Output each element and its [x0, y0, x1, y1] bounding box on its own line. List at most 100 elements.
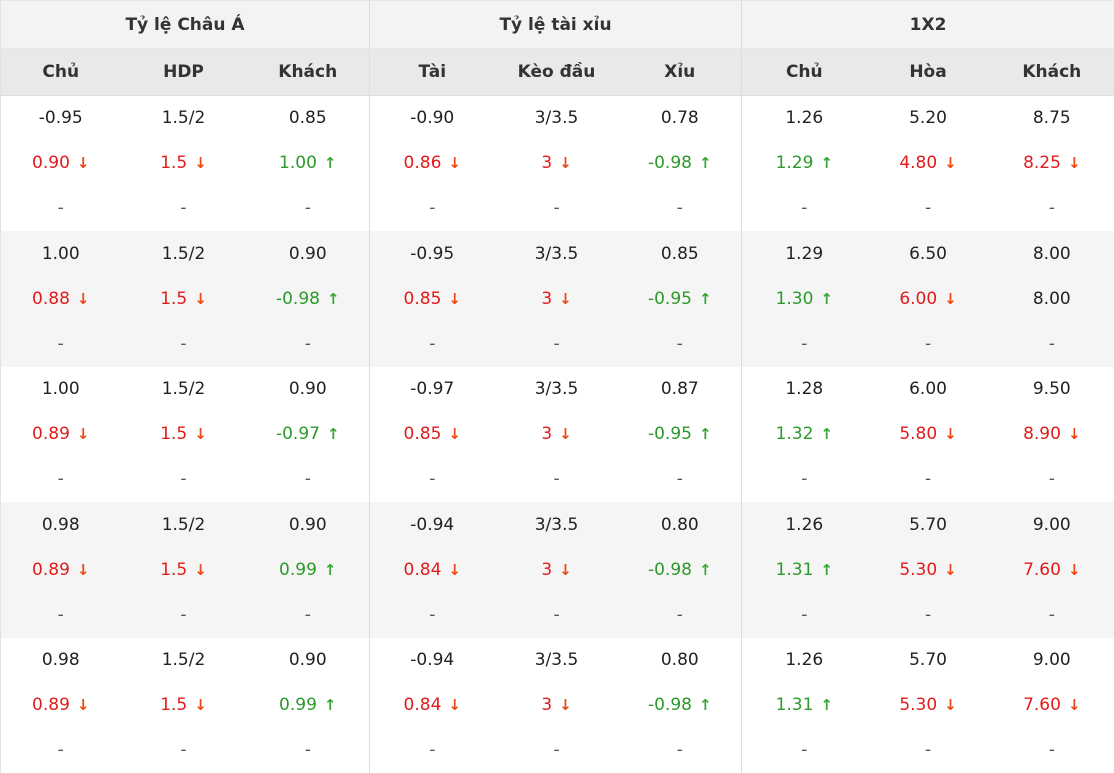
odds-cell-open: 1.5/2 — [120, 231, 247, 277]
odds-value: 1.29 — [775, 153, 814, 174]
odds-cell-empty: - — [494, 321, 619, 367]
table-row: 1.00 1.5/2 0.90 -0.95 3/3.5 0.85 1.29 6.50 8.00 — [0, 231, 1114, 277]
odds-cell-empty: - — [989, 727, 1114, 773]
arrow-up-icon: ↑ — [698, 560, 712, 579]
col-1x2-away: Khách — [989, 48, 1114, 96]
odds-value: 6.00 — [899, 288, 938, 309]
odds-cell-open: 0.80 — [618, 637, 742, 683]
odds-cell-empty: - — [866, 321, 990, 367]
odds-cell-live: 0.89 ↓ — [0, 411, 121, 457]
odds-value: 4.80 — [899, 153, 938, 174]
odds-cell-live: 3 ↓ — [494, 547, 619, 593]
odds-value: 0.89 — [32, 559, 70, 580]
table-row: 0.88 ↓ 1.5 ↓ -0.98 ↑ 0.85 ↓ 3 ↓ -0.95 ↑ 1.30 ↑ 6.00 ↓ 8.… — [0, 276, 1114, 322]
odds-cell-empty: - — [0, 185, 121, 231]
arrow-up-icon: ↑ — [820, 696, 833, 715]
arrow-down-icon: ↓ — [194, 154, 207, 173]
odds-cell-open: 0.85 — [246, 95, 370, 141]
odds-cell-live: 0.99 ↑ — [246, 547, 370, 593]
odds-cell-live: 0.90 ↓ — [0, 140, 121, 186]
col-asian-handicap: HDP — [120, 48, 247, 96]
odds-cell-open: 8.75 — [989, 95, 1114, 141]
odds-cell-open: 5.70 — [866, 637, 990, 683]
arrow-down-icon: ↓ — [559, 154, 572, 173]
table-row: 1.00 1.5/2 0.90 -0.97 3/3.5 0.87 1.28 6.00 9.50 — [0, 366, 1114, 412]
odds-value: 0.90 — [32, 153, 70, 174]
odds-value: 0.85 — [403, 424, 442, 445]
odds-value: 1.5 — [160, 288, 188, 309]
odds-value: 0.99 — [279, 559, 317, 580]
odds-cell-open: 0.78 — [618, 95, 742, 141]
arrow-down-icon: ↓ — [448, 425, 461, 444]
odds-cell-live: 5.30 ↓ — [866, 682, 990, 728]
odds-cell-open: -0.95 — [369, 231, 495, 277]
odds-cell-open: 1.28 — [741, 366, 867, 412]
arrow-down-icon: ↓ — [76, 289, 90, 308]
odds-cell-live: 8.00 — [989, 276, 1114, 322]
odds-cell-live: -0.98 ↑ — [618, 682, 742, 728]
odds-cell-open: 3/3.5 — [494, 231, 619, 277]
odds-cell-empty: - — [369, 727, 495, 773]
arrow-up-icon: ↑ — [820, 560, 833, 579]
odds-cell-empty: - — [866, 727, 990, 773]
arrow-up-icon: ↑ — [323, 154, 337, 173]
odds-cell-open: 3/3.5 — [494, 366, 619, 412]
arrow-down-icon: ↓ — [559, 425, 572, 444]
table-row: 0.89 ↓ 1.5 ↓ -0.97 ↑ 0.85 ↓ 3 ↓ -0.95 ↑ 1.32 ↑ 5.80 ↓ 8.… — [0, 411, 1114, 457]
odds-cell-empty: - — [866, 185, 990, 231]
odds-cell-open: 1.00 — [0, 366, 121, 412]
odds-cell-live: -0.98 ↑ — [618, 547, 742, 593]
table-row: --------- — [0, 321, 1114, 367]
arrow-down-icon: ↓ — [944, 289, 957, 308]
odds-cell-live: 8.25 ↓ — [989, 140, 1114, 186]
odds-cell-live: -0.97 ↑ — [246, 411, 370, 457]
odds-cell-live: 3 ↓ — [494, 411, 619, 457]
odds-cell-open: 1.00 — [0, 231, 121, 277]
asian-odds-header: Tỷ lệ Châu Á — [0, 0, 370, 49]
odds-cell-empty: - — [618, 456, 742, 502]
odds-cell-empty: - — [0, 727, 121, 773]
col-1x2-home: Chủ — [741, 48, 867, 96]
odds-value: 5.30 — [899, 559, 938, 580]
arrow-up-icon: ↑ — [820, 289, 833, 308]
odds-value: 1.32 — [775, 424, 814, 445]
odds-cell-empty: - — [494, 185, 619, 231]
odds-cell-empty: - — [989, 321, 1114, 367]
odds-value: 3 — [541, 153, 553, 174]
odds-cell-empty: - — [989, 456, 1114, 502]
odds-value: 0.86 — [403, 153, 442, 174]
table-row: -0.95 1.5/2 0.85 -0.90 3/3.5 0.78 1.26 5.20 8.75 — [0, 95, 1114, 141]
odds-group: 1.00 1.5/2 0.90 -0.97 3/3.5 0.87 1.28 6.00 9.50 0… — [0, 366, 1114, 502]
arrow-down-icon: ↓ — [1067, 696, 1081, 715]
odds-cell-empty: - — [120, 185, 247, 231]
odds-cell-live: 1.31 ↑ — [741, 547, 867, 593]
odds-cell-empty: - — [120, 592, 247, 638]
odds-cell-empty: - — [618, 321, 742, 367]
odds-value: 5.30 — [899, 695, 938, 716]
odds-cell-live: 8.90 ↓ — [989, 411, 1114, 457]
odds-cell-empty: - — [741, 321, 867, 367]
arrow-up-icon: ↑ — [698, 425, 712, 444]
odds-cell-live: 1.29 ↑ — [741, 140, 867, 186]
odds-cell-open: 9.00 — [989, 502, 1114, 548]
odds-cell-empty: - — [494, 727, 619, 773]
odds-cell-empty: - — [618, 185, 742, 231]
odds-cell-empty: - — [0, 456, 121, 502]
odds-cell-empty: - — [369, 456, 495, 502]
odds-value: -0.95 — [647, 424, 692, 445]
odds-cell-open: 1.5/2 — [120, 366, 247, 412]
odds-cell-live: 1.5 ↓ — [120, 547, 247, 593]
odds-value: 0.89 — [32, 695, 70, 716]
odds-cell-open: 5.20 — [866, 95, 990, 141]
odds-cell-open: 0.90 — [246, 231, 370, 277]
odds-cell-open: 1.5/2 — [120, 95, 247, 141]
odds-value: 3 — [541, 559, 553, 580]
odds-cell-live: 7.60 ↓ — [989, 547, 1114, 593]
arrow-up-icon: ↑ — [326, 425, 340, 444]
arrow-down-icon: ↓ — [559, 696, 572, 715]
odds-value: 0.85 — [403, 288, 442, 309]
odds-cell-live: -0.98 ↑ — [618, 140, 742, 186]
odds-cell-open: 1.26 — [741, 637, 867, 683]
odds-value: -0.98 — [275, 288, 320, 309]
odds-value: 1.31 — [775, 695, 814, 716]
